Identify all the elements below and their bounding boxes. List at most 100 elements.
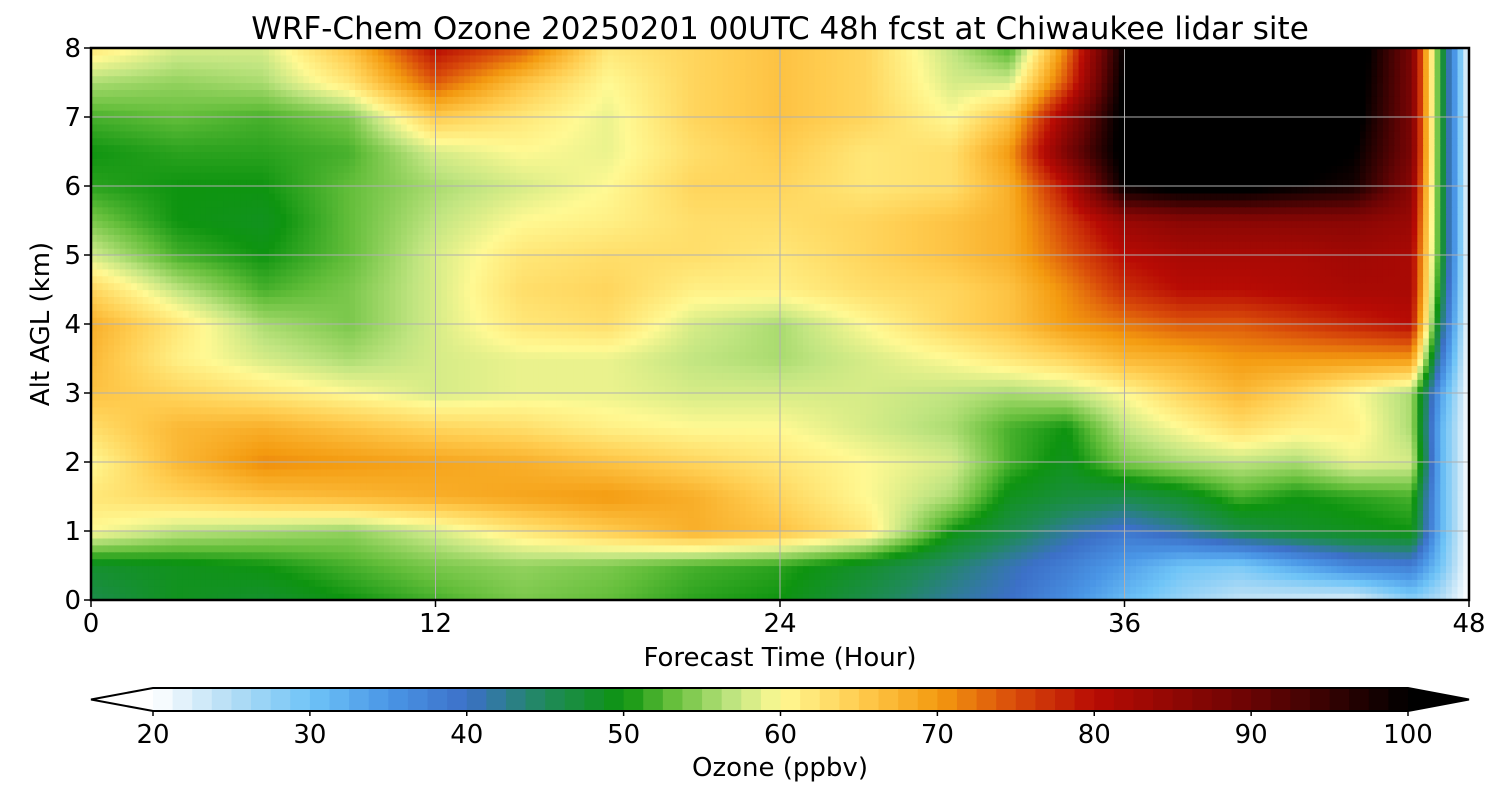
heatmap-cell	[596, 593, 603, 600]
heatmap-cell	[699, 572, 706, 580]
heatmap-cell	[291, 537, 299, 546]
heatmap-cell	[314, 468, 322, 477]
heatmap-cell	[647, 544, 655, 553]
heatmap-cell	[303, 579, 310, 587]
heatmap-cell	[866, 455, 873, 463]
heatmap-cell	[780, 496, 787, 504]
heatmap-cell	[774, 510, 781, 518]
heatmap-cell	[975, 586, 982, 594]
heatmap-cell	[487, 544, 494, 553]
heatmap-cell	[366, 572, 373, 580]
heatmap-cell	[487, 489, 494, 498]
heatmap-cell	[148, 482, 155, 491]
heatmap-cell	[389, 558, 396, 567]
heatmap-cell	[860, 468, 867, 477]
heatmap-cell	[1457, 586, 1464, 594]
heatmap-cell	[475, 537, 483, 546]
heatmap-cell	[1084, 537, 1091, 546]
heatmap-cell	[481, 558, 488, 567]
heatmap-cell	[797, 489, 804, 498]
heatmap-cell	[268, 558, 276, 567]
heatmap-cell	[326, 510, 333, 518]
heatmap-cell	[642, 468, 649, 477]
heatmap-cell	[975, 475, 982, 484]
heatmap-cell	[894, 482, 902, 491]
heatmap-cell	[1170, 524, 1177, 532]
heatmap-cell	[1021, 593, 1028, 600]
heatmap-cell	[280, 496, 287, 504]
heatmap-cell	[314, 579, 322, 587]
heatmap-cell	[395, 468, 402, 477]
heatmap-cell	[837, 468, 844, 477]
heatmap-cell	[1336, 482, 1344, 491]
heatmap-cell	[550, 551, 557, 560]
heatmap-cell	[424, 510, 431, 518]
heatmap-cell	[171, 593, 178, 600]
heatmap-cell	[871, 544, 879, 553]
heatmap-cell	[1038, 517, 1045, 525]
heatmap-cell	[820, 531, 827, 539]
heatmap-cell	[1463, 496, 1469, 504]
heatmap-cell	[1009, 551, 1017, 560]
heatmap-cell	[544, 489, 551, 498]
heatmap-cell	[1336, 586, 1344, 594]
heatmap-cell	[1044, 531, 1051, 539]
heatmap-cell	[1101, 475, 1108, 484]
heatmap-cell	[1365, 503, 1372, 511]
heatmap-cell	[1153, 537, 1160, 546]
heatmap-cell	[510, 537, 517, 546]
heatmap-cell	[699, 468, 706, 477]
heatmap-cell	[240, 475, 247, 484]
heatmap-cell	[619, 593, 626, 600]
heatmap-cell	[613, 462, 620, 470]
heatmap-cell	[492, 482, 500, 491]
heatmap-cell	[234, 572, 241, 580]
heatmap-cell	[716, 517, 724, 525]
heatmap-cell	[504, 489, 511, 498]
heatmap-cell	[940, 524, 948, 532]
heatmap-cell	[1377, 593, 1384, 600]
heatmap-cell	[171, 565, 178, 573]
heatmap-cell	[843, 572, 850, 580]
heatmap-cell	[314, 593, 322, 600]
heatmap-cell	[119, 510, 127, 518]
heatmap-cell	[475, 572, 483, 580]
heatmap-cell	[1032, 579, 1039, 587]
heatmap-cell	[378, 551, 385, 560]
heatmap-cell	[355, 544, 362, 553]
heatmap-cell	[1067, 593, 1074, 600]
heatmap-cell	[757, 537, 764, 546]
heatmap-cell	[1113, 462, 1120, 470]
heatmap-cell	[1394, 524, 1401, 532]
heatmap-cell	[355, 531, 362, 539]
heatmap-cell	[200, 565, 207, 573]
heatmap-cell	[1107, 455, 1114, 463]
heatmap-cell	[550, 531, 557, 539]
heatmap-cell	[952, 482, 959, 491]
heatmap-cell	[906, 462, 913, 470]
heatmap-cell	[246, 468, 253, 477]
heatmap-cell	[1411, 517, 1418, 525]
heatmap-cell	[699, 482, 706, 491]
heatmap-cell	[1067, 537, 1074, 546]
heatmap-cell	[1291, 468, 1298, 477]
heatmap-cell	[286, 462, 293, 470]
heatmap-cell	[1124, 558, 1131, 567]
heatmap-cell	[883, 524, 890, 532]
heatmap-cell	[406, 531, 414, 539]
heatmap-cell	[96, 489, 104, 498]
heatmap-cell	[1405, 537, 1413, 546]
heatmap-cell	[883, 482, 890, 491]
heatmap-cell	[952, 544, 959, 553]
heatmap-cell	[1313, 462, 1321, 470]
heatmap-cell	[676, 510, 683, 518]
heatmap-cell	[699, 517, 706, 525]
heatmap-cell	[734, 572, 741, 580]
heatmap-cell	[1107, 524, 1114, 532]
heatmap-cell	[257, 503, 264, 511]
heatmap-cell	[1359, 565, 1367, 573]
heatmap-cell	[917, 510, 925, 518]
heatmap-cell	[424, 558, 431, 567]
heatmap-cell	[797, 537, 804, 546]
heatmap-cell	[337, 482, 345, 491]
